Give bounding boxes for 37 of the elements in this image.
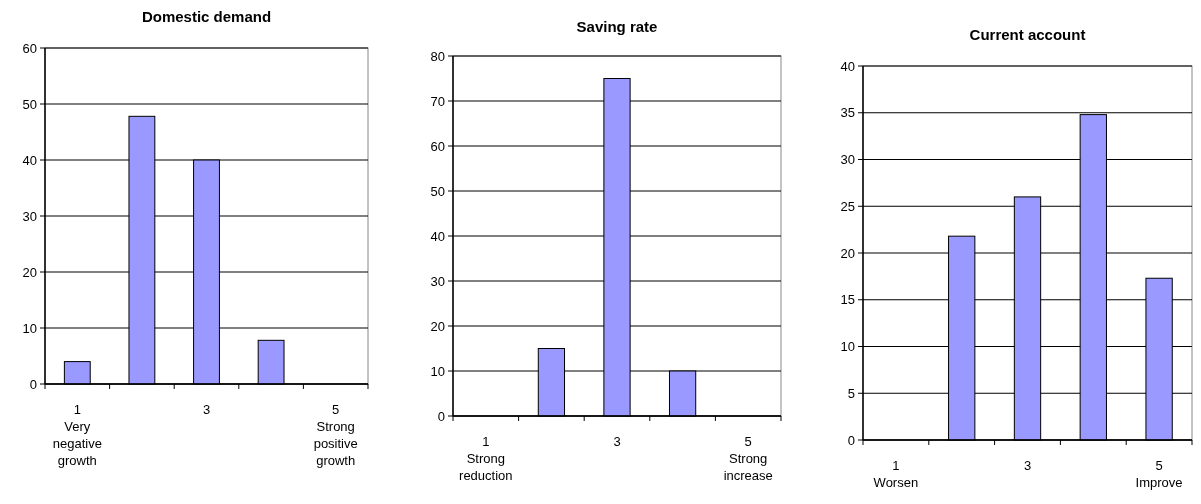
y-tick-label: 50 xyxy=(22,96,37,112)
chart-title: Saving rate xyxy=(576,18,658,35)
x-tick-label: 1 Very negative growth xyxy=(52,402,102,468)
y-tick-label: 30 xyxy=(430,273,445,289)
chart-title: Current account xyxy=(969,26,1086,43)
y-tick-label: 0 xyxy=(847,432,855,448)
x-tick-label: 5 Strong positive growth xyxy=(313,402,358,468)
y-tick-label: 25 xyxy=(840,198,855,214)
x-tick-label: 3 xyxy=(202,402,211,417)
y-tick-label: 20 xyxy=(840,245,855,261)
x-tick-label: 5 Improve xyxy=(1135,458,1183,490)
y-tick-label: 15 xyxy=(840,292,855,308)
y-tick-label: 30 xyxy=(840,152,855,168)
x-tick-label: 3 xyxy=(1023,458,1032,473)
y-tick-label: 0 xyxy=(29,376,37,392)
y-tick-label: 20 xyxy=(22,264,37,280)
y-tick-label: 60 xyxy=(430,138,445,154)
x-tick-label: 1 Strong reduction xyxy=(459,434,513,483)
y-tick-label: 30 xyxy=(22,208,37,224)
chart-title: Domestic demand xyxy=(141,8,272,25)
y-tick-label: 0 xyxy=(437,408,445,424)
y-tick-label: 40 xyxy=(22,152,37,168)
y-tick-label: 20 xyxy=(430,318,445,334)
y-tick-label: 50 xyxy=(430,183,445,199)
y-tick-label: 10 xyxy=(430,363,445,379)
x-tick-label: 1 Worsen xyxy=(873,458,919,490)
y-tick-label: 10 xyxy=(22,320,37,336)
y-tick-label: 80 xyxy=(430,48,445,64)
x-tick-label: 3 xyxy=(613,434,621,449)
y-tick-label: 35 xyxy=(840,105,855,121)
y-tick-label: 40 xyxy=(840,58,855,74)
y-tick-label: 5 xyxy=(847,385,855,401)
y-tick-label: 40 xyxy=(430,228,445,244)
y-tick-label: 10 xyxy=(840,339,855,355)
x-tick-label: 5 Strong increase xyxy=(723,434,773,483)
y-tick-label: 70 xyxy=(430,93,445,109)
y-tick-label: 60 xyxy=(22,40,37,56)
